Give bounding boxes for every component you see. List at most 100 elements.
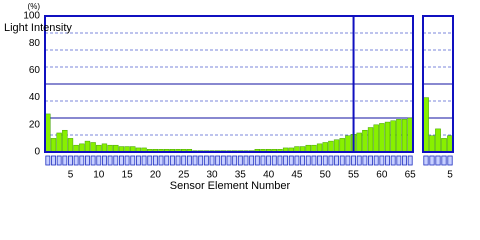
x-tick-label: 15: [122, 170, 134, 181]
bar: [107, 144, 113, 153]
sensor-element: [209, 155, 215, 166]
bar: [362, 129, 368, 153]
y-tick-label: 40: [29, 92, 41, 103]
bar: [384, 121, 391, 153]
x-tick-label: 5: [68, 170, 74, 181]
sensor-element: [334, 155, 339, 166]
y-axis-label: Light Intensity: [4, 22, 72, 34]
sensor-element: [45, 155, 51, 166]
sensor-element: [243, 155, 249, 166]
sensor-element: [181, 155, 187, 166]
y-tick-label: 60: [29, 65, 41, 76]
bar: [401, 119, 408, 153]
sensor-element: [130, 155, 136, 166]
sensor-element: [158, 155, 164, 166]
bar: [50, 138, 57, 153]
sensor-element: [85, 155, 90, 166]
sensor-element: [362, 155, 368, 166]
bar: [423, 97, 429, 153]
bar: [339, 138, 345, 153]
x-tick-label: 45: [291, 170, 303, 181]
sensor-element: [396, 155, 402, 166]
x-tick-label: 30: [206, 170, 218, 181]
bar: [45, 113, 51, 153]
sensor-element: [317, 155, 323, 166]
x-tick-label: 35: [235, 170, 247, 181]
y-tick-label: 80: [29, 38, 41, 49]
bar: [316, 143, 323, 153]
sensor-element: [135, 155, 141, 166]
sensor-element: [119, 155, 124, 166]
sensor-element: [385, 155, 390, 166]
sensor-element: [345, 155, 351, 166]
bar: [373, 124, 379, 153]
sensor-element: [260, 155, 266, 166]
x-tick-label: 10: [93, 170, 105, 181]
bar: [379, 123, 385, 153]
sensor-element: [56, 155, 62, 166]
bar: [447, 135, 453, 153]
sensor-element: [169, 155, 175, 166]
sensor-element: [288, 155, 294, 166]
x-tick-label: 50: [320, 170, 332, 181]
sensor-element: [164, 155, 170, 166]
sensor-element: [351, 155, 356, 166]
sensor-element: [79, 155, 85, 166]
sensor-element: [441, 155, 447, 166]
sensor-element: [175, 155, 181, 166]
sensor-element: [429, 155, 435, 166]
bar: [62, 129, 68, 153]
bar: [435, 128, 441, 153]
sensor-element: [407, 155, 413, 166]
bar: [56, 132, 62, 153]
bar: [367, 127, 374, 153]
sensor-element: [423, 155, 429, 166]
sensor-element: [226, 155, 232, 166]
sensor-element: [402, 155, 407, 166]
sensor-element: [356, 155, 362, 166]
x-tick-label: 5: [447, 170, 453, 181]
sensor-element: [96, 155, 102, 166]
bar: [407, 117, 413, 153]
bar: [356, 132, 362, 153]
plot-frame: [44, 15, 414, 153]
bar: [396, 119, 402, 153]
bar: [101, 143, 108, 153]
x-tick-label: 20: [150, 170, 162, 181]
sensor-element: [328, 155, 334, 166]
bar: [96, 144, 102, 153]
x-tick-label: 25: [178, 170, 190, 181]
bar: [441, 138, 447, 153]
bar: [328, 140, 334, 153]
sensor-element: [73, 155, 79, 166]
bar: [322, 142, 328, 153]
bar: [79, 143, 85, 153]
y-tick-label: 20: [29, 119, 41, 130]
sensor-element: [339, 155, 345, 166]
bar: [333, 139, 340, 153]
sensor-element: [305, 155, 311, 166]
sensor-element: [102, 155, 107, 166]
y-unit: (%): [28, 2, 41, 11]
sensor-element: [294, 155, 300, 166]
sensor-element: [249, 155, 255, 166]
x-tick-label: 40: [263, 170, 275, 181]
sensor-element: [141, 155, 147, 166]
sensor-element: [186, 155, 192, 166]
sensor-element: [237, 155, 243, 166]
sensor-element: [192, 155, 198, 166]
sensor-element: [300, 155, 306, 166]
sensor-element: [435, 155, 441, 166]
sensor-element: [198, 155, 204, 166]
chart: (%) Sensor Element Number 0 20 40 60 80 100 5 1…: [4, 2, 454, 192]
sensor-element: [277, 155, 283, 166]
bar: [345, 135, 351, 153]
sensor-element: [232, 155, 238, 166]
sensor-element: [62, 155, 68, 166]
sensor-element: [220, 155, 226, 166]
sensor-element: [152, 155, 158, 166]
bar: [90, 142, 96, 153]
sensor-element: [271, 155, 277, 166]
sensor-element: [107, 155, 113, 166]
plot-frame: [422, 15, 454, 153]
